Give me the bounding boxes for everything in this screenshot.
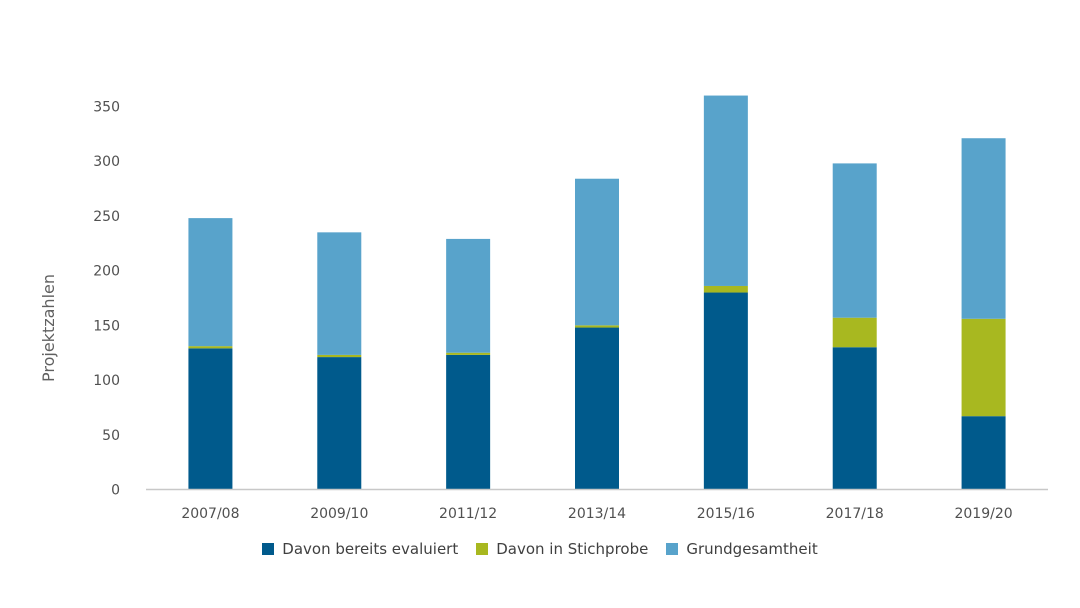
bar-segment-2019-20-series-0 (961, 416, 1006, 490)
y-tick-label: 250 (93, 209, 120, 225)
y-axis-ticks: 0 50 100 150 200 250 300 350 (93, 100, 120, 499)
bar-segment-2007-08-series-0 (188, 348, 233, 490)
bar-segment-2019-20-series-1 (961, 318, 1006, 417)
legend-item-grundgesamtheit: Grundgesamtheit (666, 540, 818, 558)
x-tick-label: 2017/18 (826, 506, 884, 522)
bar-segment-2015-16-series-1 (703, 285, 748, 293)
bar-segment-2007-08-series-2 (188, 218, 233, 347)
x-tick-label: 2019/20 (954, 506, 1012, 522)
y-tick-label: 300 (93, 154, 120, 170)
y-tick-label: 50 (102, 428, 120, 444)
legend-item-evaluiert: Davon bereits evaluiert (262, 540, 458, 558)
bars-group (188, 95, 1006, 490)
bar-segment-2013-14-series-1 (575, 325, 619, 328)
legend-label-grundgesamtheit: Grundgesamtheit (686, 540, 818, 558)
bar-segment-2019-20-series-2 (961, 138, 1006, 319)
x-tick-label: 2013/14 (568, 506, 626, 522)
legend-label-stichprobe: Davon in Stichprobe (496, 540, 649, 558)
x-tick-label: 2007/08 (181, 506, 239, 522)
bar-segment-2015-16-series-2 (703, 95, 748, 286)
legend-swatch-evaluiert (262, 543, 275, 555)
bar-segment-2011-12-series-1 (446, 352, 491, 355)
bar-segment-2017-18-series-2 (832, 163, 877, 318)
bar-segment-2015-16-series-0 (703, 292, 748, 490)
x-tick-label: 2011/12 (439, 506, 497, 522)
y-tick-label: 100 (93, 373, 120, 389)
y-tick-label: 350 (93, 100, 120, 116)
y-axis-title: Projektzahlen (39, 274, 58, 382)
bar-segment-2017-18-series-1 (832, 317, 877, 348)
bar-segment-2009-10-series-0 (317, 357, 362, 490)
legend: Davon bereits evaluiert Davon in Stichpr… (0, 540, 1080, 558)
y-tick-label: 0 (111, 483, 120, 499)
legend-swatch-stichprobe (476, 543, 489, 555)
bar-segment-2013-14-series-0 (575, 327, 619, 490)
x-axis-ticks: 2007/08 2009/10 2011/12 2013/14 2015/16 2017/… (181, 506, 1012, 522)
y-tick-label: 150 (93, 318, 120, 334)
bar-segment-2009-10-series-1 (317, 354, 362, 358)
y-tick-label: 200 (93, 264, 120, 280)
bar-segment-2009-10-series-2 (317, 232, 362, 355)
legend-swatch-grundgesamtheit (666, 543, 679, 555)
bar-segment-2017-18-series-0 (832, 347, 877, 490)
legend-label-evaluiert: Davon bereits evaluiert (282, 540, 459, 558)
stacked-bar-chart: 0 50 100 150 200 250 300 350 2007/08 2009/10 2011… (39, 95, 1048, 522)
bar-segment-2013-14-series-2 (575, 178, 619, 326)
x-tick-label: 2015/16 (697, 506, 755, 522)
legend-item-stichprobe: Davon in Stichprobe (476, 540, 648, 558)
x-tick-label: 2009/10 (310, 506, 368, 522)
bar-segment-2011-12-series-0 (446, 354, 491, 490)
bar-segment-2011-12-series-2 (446, 238, 491, 353)
bar-segment-2007-08-series-1 (188, 346, 233, 349)
